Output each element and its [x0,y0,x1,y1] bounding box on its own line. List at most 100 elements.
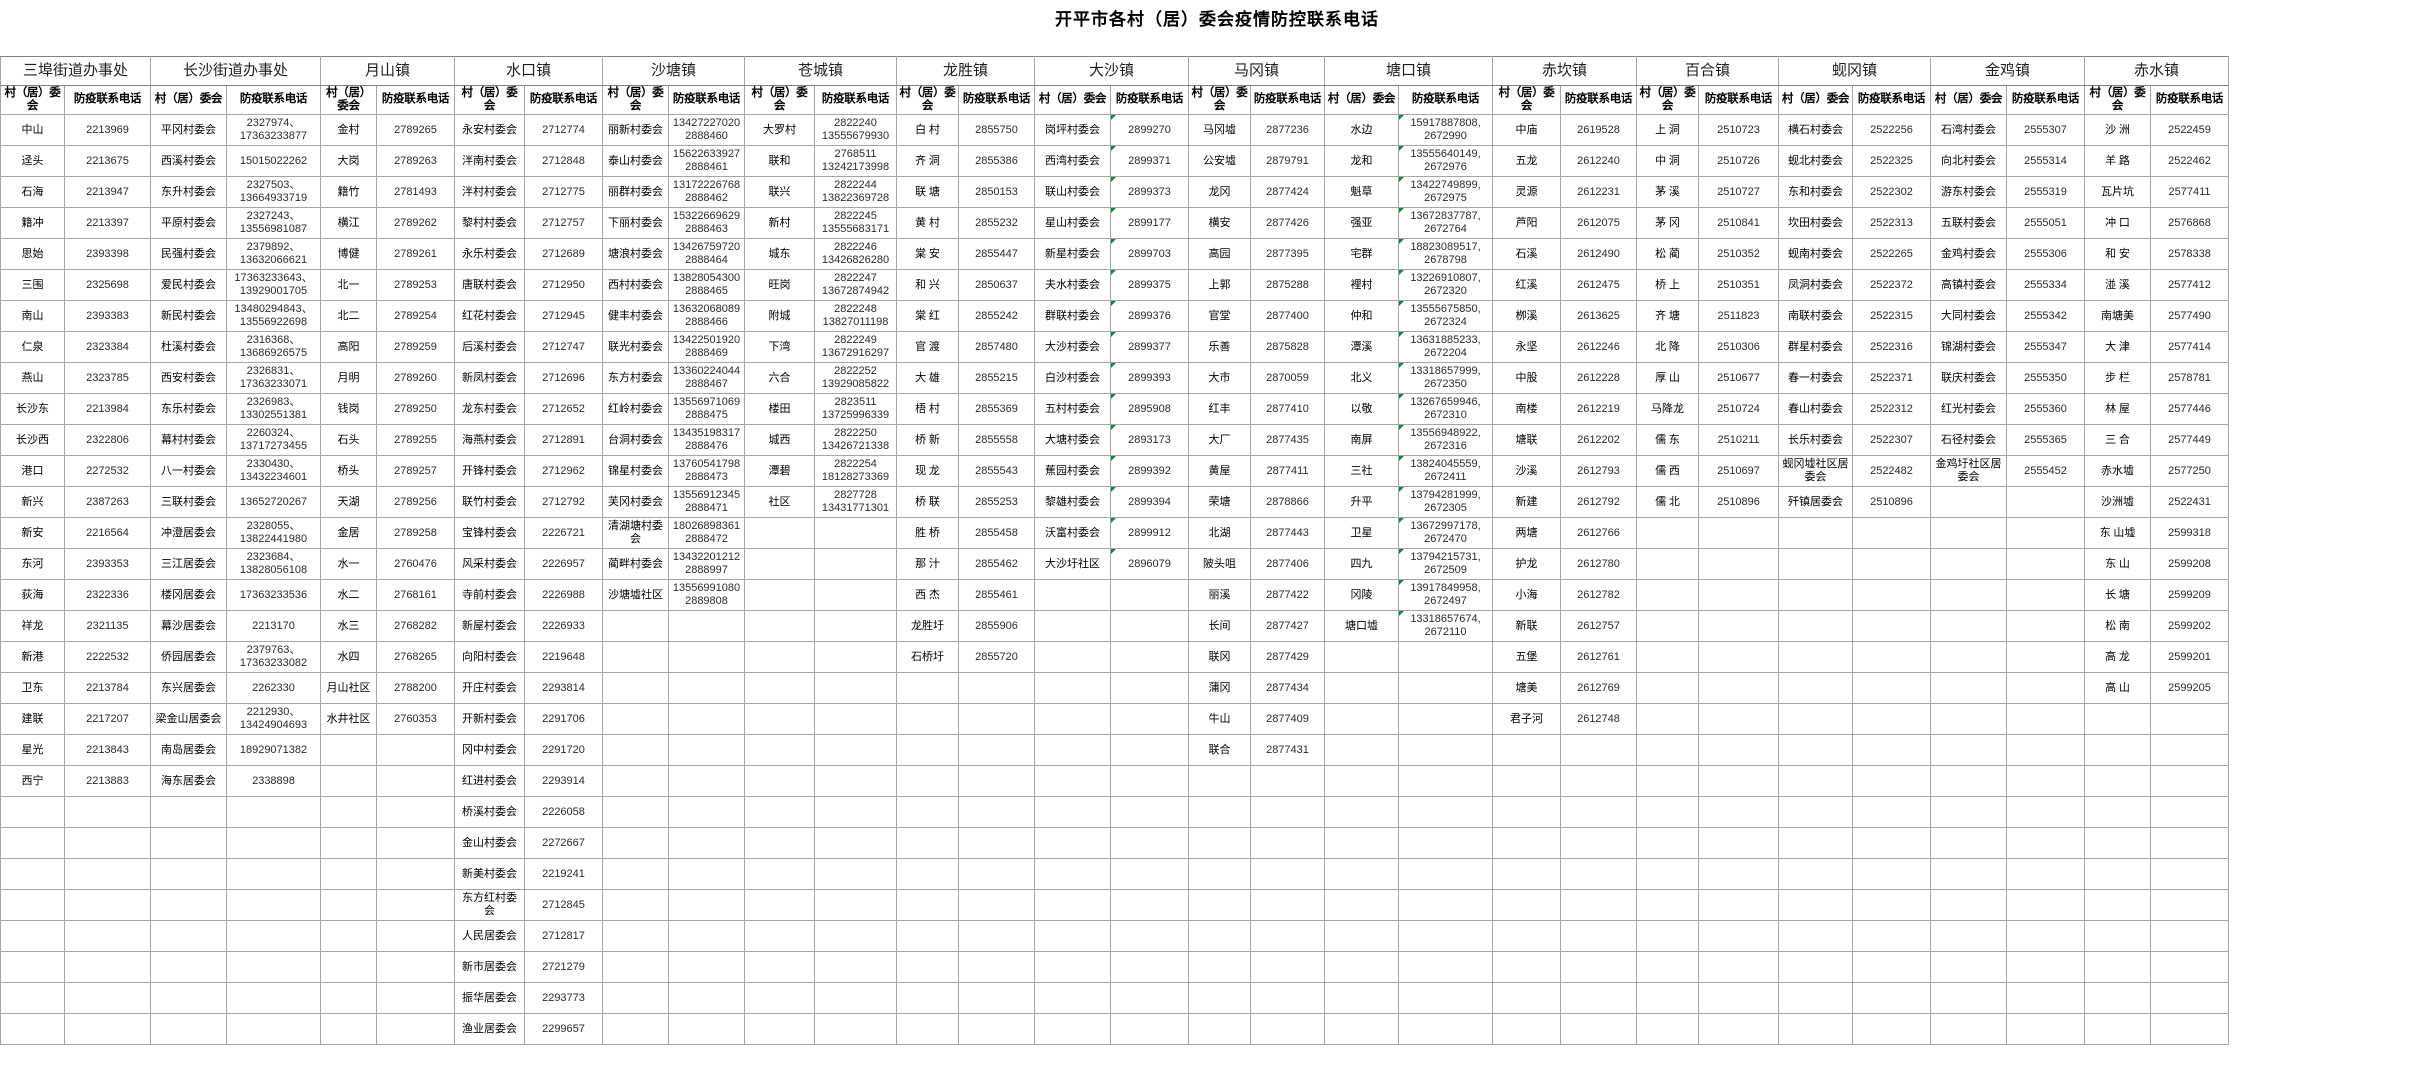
village-name: 楼冈居委会 [150,578,227,611]
village-phone: 2577449 [2150,423,2229,456]
empty-cell [150,795,227,828]
empty-cell [1852,795,1931,828]
village-name: 宝锋村委会 [454,516,525,549]
empty-cell [814,826,897,859]
empty-cell [814,516,897,549]
empty-cell [1324,826,1399,859]
phone-line: 2323384 [86,340,129,353]
empty-cell [958,919,1035,952]
phone-line: 2672497 [1424,594,1467,607]
empty-cell [1560,919,1637,952]
village-name: 五村村委会 [1034,392,1111,425]
phone-line: 2781493 [394,185,437,198]
empty-cell [2150,857,2229,890]
village-name: 蒲冈 [1188,671,1251,704]
village-name: 新星村委会 [1034,237,1111,270]
empty-cell [376,888,455,921]
header-village-11: 村（居）委会 [1492,85,1561,115]
empty-cell [1492,981,1561,1014]
empty-cell [2006,485,2085,518]
village-name: 大罗村 [744,113,815,146]
village-phone: 2712891 [524,423,603,456]
village-phone: 2226957 [524,547,603,580]
village-phone: 2216564 [64,516,151,549]
table-row: 籍冲 2213397 平原村委会 2327243、 13556981087 横江 27892… [0,206,2229,239]
phone-line: 13929001705 [239,284,308,297]
phone-line: 2855720 [975,650,1018,663]
village-phone: 2226721 [524,516,603,549]
phone-line: 2888462 [685,191,728,204]
phone-line: 2612202 [1577,433,1620,446]
village-name: 三围 [0,268,65,301]
village-name: 桥 上 [1636,268,1699,301]
phone-line: 2619528 [1577,123,1620,136]
empty-cell [814,981,897,1014]
empty-cell [896,826,959,859]
village-name: 星光 [0,733,65,766]
village-name: 新建 [1492,485,1561,518]
header-village-7: 村（居）委会 [896,85,959,115]
phone-line: 2510723 [1717,123,1760,136]
village-phone: 2877409 [1250,702,1325,735]
village-name: 博健 [320,237,377,270]
village-name: 大 雄 [896,361,959,394]
phone-line: 2789253 [394,278,437,291]
header-phone-3: 防疫联系电话 [376,85,455,115]
village-phone: 2510352 [1698,237,1779,270]
phone-line: 2299657 [542,1022,585,1035]
phone-line: 2789254 [394,309,437,322]
empty-cell [1778,919,1853,952]
village-phone: 2899392 [1110,454,1189,487]
village-name: 锦星村委会 [602,454,669,487]
village-phone: 2822244 13822369728 [814,175,897,208]
village-name: 高 山 [2084,671,2151,704]
empty-cell [1398,1012,1493,1045]
village-phone: 2855215 [958,361,1035,394]
empty-cell [1930,919,2007,952]
village-phone: 2322336 [64,578,151,611]
phone-line: 2522302 [1870,185,1913,198]
phone-line: 2612769 [1577,681,1620,694]
phone-line: 2330430、 [246,458,301,471]
village-name: 灵源 [1492,175,1561,208]
village-phone: 2327503、 13664933719 [226,175,321,208]
phone-line: 2522265 [1870,247,1913,260]
empty-cell [1778,609,1853,642]
village-name: 西安村委会 [150,361,227,394]
phone-line: 2522372 [1870,278,1913,291]
phone-line: 2899371 [1128,154,1171,167]
empty-cell [1034,702,1111,735]
empty-cell [1398,764,1493,797]
village-phone: 13427227020 2888460 [668,113,745,146]
empty-cell [1852,609,1931,642]
village-name: 湴 溪 [2084,268,2151,301]
town-header-9: 马冈镇 [1188,56,1325,86]
village-phone: 13226910807, 2672320 [1398,268,1493,301]
village-phone: 15917887808, 2672990 [1398,113,1493,146]
village-name: 蔺畔村委会 [602,547,669,580]
phone-line: 2612766 [1577,526,1620,539]
phone-line: 13556948922, [1410,427,1481,440]
phone-line: 2599205 [2168,681,2211,694]
village-name: 林 屋 [2084,392,2151,425]
empty-cell [2084,919,2151,952]
village-name: 卫东 [0,671,65,704]
empty-cell [1852,702,1931,735]
phone-line: 2379763、 [246,644,301,657]
village-phone: 2599208 [2150,547,2229,580]
village-phone: 2855720 [958,640,1035,673]
phone-line: 2855369 [975,402,1018,415]
table-row: 人民居委会 2712817 [0,919,2229,952]
village-phone: 2522312 [1852,392,1931,425]
phone-line: 2612240 [1577,154,1620,167]
village-name: 丽溪 [1188,578,1251,611]
empty-cell [1560,950,1637,983]
village-name: 新凤村委会 [454,361,525,394]
phone-line: 13672837787, [1410,210,1481,223]
empty-cell [1636,702,1699,735]
table-row: 东河 2393353 三江居委会 2323684、 13828056108 水一 27604… [0,547,2229,580]
empty-cell [2006,1012,2085,1045]
table-row: 新美村委会 2219241 [0,857,2229,890]
empty-cell [1852,547,1931,580]
phone-line: 2612757 [1577,619,1620,632]
